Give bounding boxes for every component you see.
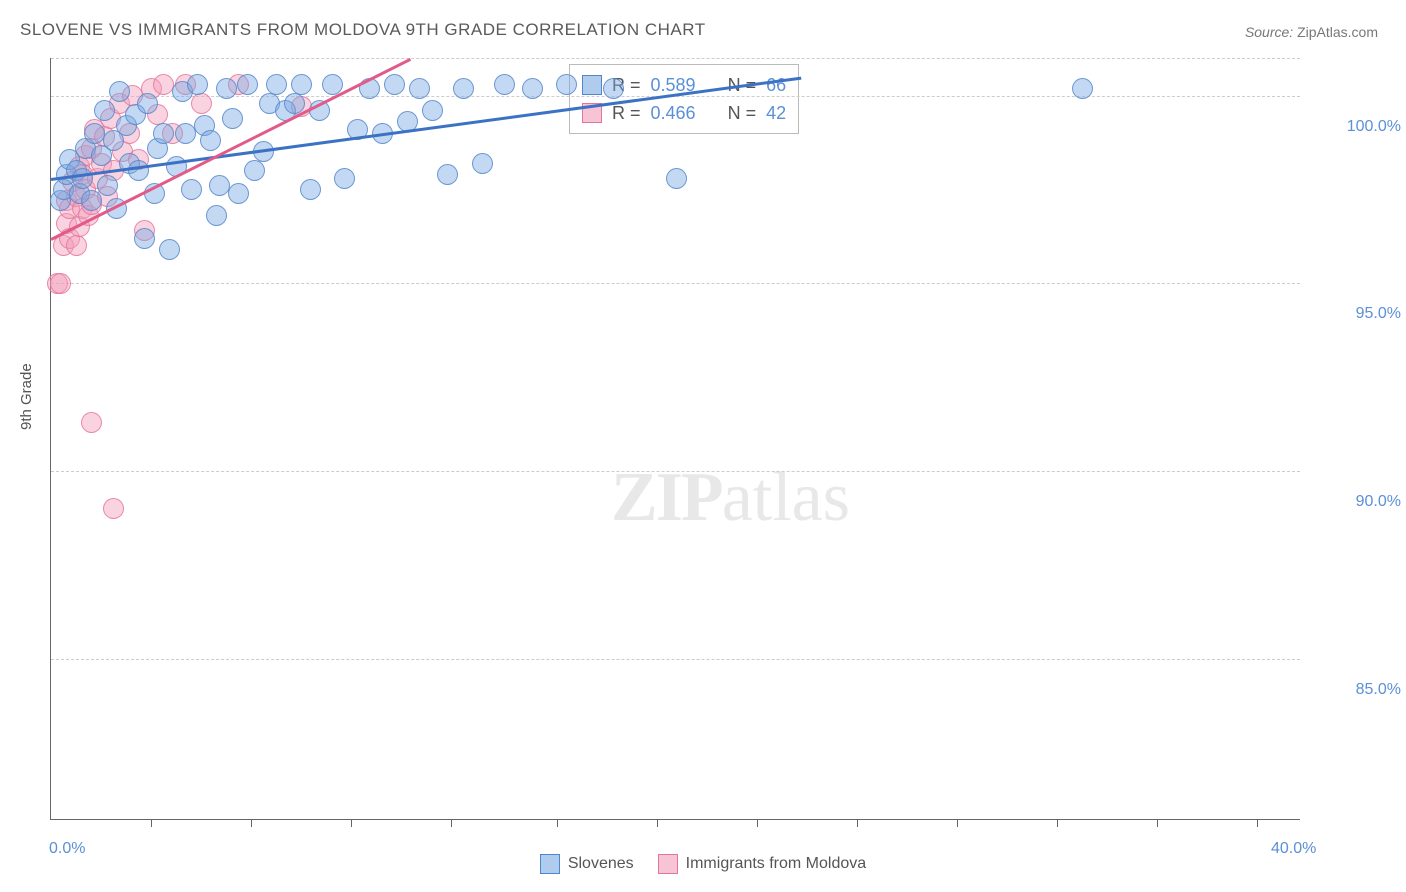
data-point: [1072, 78, 1093, 99]
data-point: [159, 239, 180, 260]
gridline-h: [51, 58, 1300, 59]
gridline-h: [51, 283, 1300, 284]
data-point: [244, 160, 265, 181]
data-point: [66, 235, 87, 256]
data-point: [103, 498, 124, 519]
data-point: [556, 74, 577, 95]
x-tick: [1057, 819, 1058, 827]
data-point: [437, 164, 458, 185]
data-point: [153, 123, 174, 144]
legend-item: Immigrants from Moldova: [658, 854, 867, 874]
data-point: [603, 78, 624, 99]
data-point: [291, 74, 312, 95]
data-point: [384, 74, 405, 95]
y-axis-label: 9th Grade: [18, 363, 35, 430]
data-point: [94, 100, 115, 121]
legend-swatch: [582, 75, 602, 95]
x-tick: [1157, 819, 1158, 827]
data-point: [181, 179, 202, 200]
data-point: [128, 160, 149, 181]
data-point: [284, 93, 305, 114]
data-point: [187, 74, 208, 95]
data-point: [216, 78, 237, 99]
legend-swatch: [658, 854, 678, 874]
x-tick: [451, 819, 452, 827]
source-label: Source:: [1245, 24, 1293, 40]
x-tick: [151, 819, 152, 827]
data-point: [134, 228, 155, 249]
chart-legend: Slovenes Immigrants from Moldova: [0, 854, 1406, 874]
data-point: [422, 100, 443, 121]
legend-label: Immigrants from Moldova: [686, 855, 867, 873]
stat-n-value: 42: [766, 103, 786, 124]
data-point: [153, 74, 174, 95]
correlation-stats-box: R =0.589N =66R =0.466N =42: [569, 64, 799, 134]
stat-r-label: R =: [612, 103, 641, 124]
source-name: ZipAtlas.com: [1297, 24, 1378, 40]
data-point: [266, 74, 287, 95]
data-point: [453, 78, 474, 99]
data-point: [97, 175, 118, 196]
data-point: [322, 74, 343, 95]
data-point: [300, 179, 321, 200]
x-tick: [957, 819, 958, 827]
data-point: [206, 205, 227, 226]
data-point: [494, 74, 515, 95]
gridline-h: [51, 659, 1300, 660]
y-tick-label: 100.0%: [1311, 118, 1401, 136]
data-point: [472, 153, 493, 174]
gridline-h: [51, 471, 1300, 472]
legend-label: Slovenes: [568, 855, 634, 873]
data-point: [237, 74, 258, 95]
x-tick: [251, 819, 252, 827]
x-tick: [657, 819, 658, 827]
data-point: [175, 123, 196, 144]
data-point: [666, 168, 687, 189]
stat-n-value: 66: [766, 75, 786, 96]
data-point: [137, 93, 158, 114]
x-tick: [1257, 819, 1258, 827]
x-tick: [351, 819, 352, 827]
stat-n-label: N =: [728, 103, 757, 124]
y-tick-label: 85.0%: [1311, 681, 1401, 699]
data-point: [409, 78, 430, 99]
data-point: [334, 168, 355, 189]
data-point: [522, 78, 543, 99]
scatter-chart: ZIPatlas R =0.589N =66R =0.466N =42 85.0…: [50, 58, 1300, 820]
data-point: [191, 93, 212, 114]
y-tick-label: 90.0%: [1311, 493, 1401, 511]
data-point: [228, 183, 249, 204]
data-point: [81, 412, 102, 433]
y-tick-label: 95.0%: [1311, 305, 1401, 323]
data-point: [50, 273, 71, 294]
data-point: [222, 108, 243, 129]
data-point: [200, 130, 221, 151]
x-tick: [857, 819, 858, 827]
chart-title: SLOVENE VS IMMIGRANTS FROM MOLDOVA 9TH G…: [20, 20, 706, 40]
x-tick: [757, 819, 758, 827]
legend-swatch: [540, 854, 560, 874]
data-point: [72, 168, 93, 189]
x-tick: [557, 819, 558, 827]
source-attribution: Source: ZipAtlas.com: [1245, 24, 1378, 40]
stat-r-value: 0.466: [651, 103, 696, 124]
legend-item: Slovenes: [540, 854, 634, 874]
